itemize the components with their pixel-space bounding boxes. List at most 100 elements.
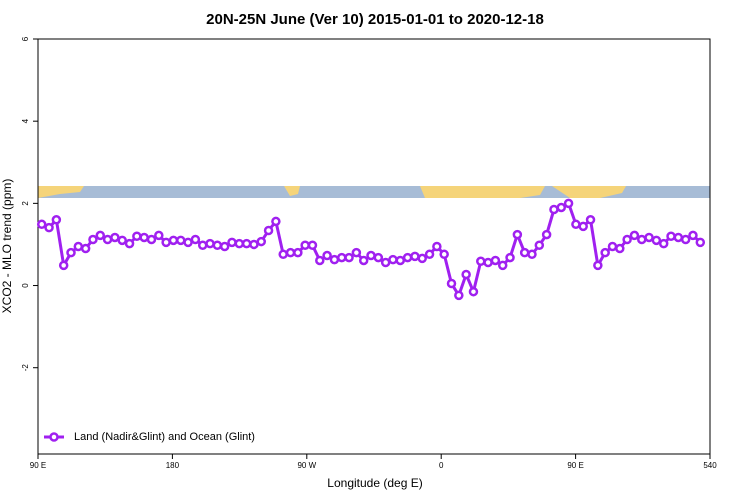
point xyxy=(402,252,413,263)
point xyxy=(154,230,164,241)
point xyxy=(461,269,471,280)
point xyxy=(395,255,406,266)
land xyxy=(284,186,300,196)
point xyxy=(578,221,588,232)
point xyxy=(658,238,669,249)
point xyxy=(512,229,523,240)
point xyxy=(410,251,420,262)
point xyxy=(680,234,691,245)
point xyxy=(197,240,208,251)
point xyxy=(585,215,596,225)
point xyxy=(66,247,76,258)
point xyxy=(300,240,310,251)
point xyxy=(483,257,493,268)
point xyxy=(51,215,62,225)
legend-marker xyxy=(49,432,59,442)
point xyxy=(183,237,193,248)
point xyxy=(227,237,237,248)
point xyxy=(497,260,508,271)
point xyxy=(285,247,296,258)
y-tick-label: 0 xyxy=(21,283,30,288)
point xyxy=(468,286,479,297)
point xyxy=(205,238,215,249)
point xyxy=(329,254,340,265)
point xyxy=(673,232,684,243)
point xyxy=(476,256,486,267)
point xyxy=(534,240,545,251)
point xyxy=(322,250,332,261)
point xyxy=(73,241,84,252)
point xyxy=(241,238,252,249)
point xyxy=(219,241,230,252)
point xyxy=(117,235,127,246)
x-tick-label: 180 xyxy=(166,461,180,470)
point xyxy=(417,253,427,264)
point xyxy=(637,234,647,245)
point xyxy=(58,260,69,271)
y-tick-label: -2 xyxy=(21,364,30,372)
point xyxy=(110,232,120,243)
point xyxy=(454,290,464,301)
point xyxy=(88,234,98,245)
point xyxy=(373,252,384,263)
point xyxy=(571,219,581,230)
point xyxy=(629,230,640,241)
point xyxy=(249,239,259,250)
point xyxy=(527,249,537,260)
point xyxy=(271,216,281,227)
point xyxy=(593,260,603,271)
point xyxy=(615,243,625,254)
point xyxy=(490,255,501,266)
point xyxy=(644,232,654,243)
point xyxy=(278,249,288,260)
plot-frame xyxy=(37,38,711,455)
y-axis-label: XCO2 - MLO trend (ppm) xyxy=(0,179,14,314)
point xyxy=(146,234,157,245)
point xyxy=(651,235,662,246)
land xyxy=(420,186,545,198)
point xyxy=(263,225,274,236)
point xyxy=(190,234,201,245)
point xyxy=(168,235,179,246)
point xyxy=(307,240,318,251)
point xyxy=(541,229,552,240)
point xyxy=(44,222,54,233)
point xyxy=(95,230,106,241)
point xyxy=(622,234,632,245)
point xyxy=(336,252,347,263)
x-tick-label: 540 xyxy=(703,461,717,470)
point xyxy=(293,247,303,258)
y-tick-label: 4 xyxy=(21,118,30,123)
legend-label: Land (Nadir&Glint) and Ocean (Glint) xyxy=(74,431,255,443)
point xyxy=(380,257,391,268)
point xyxy=(161,237,171,248)
point xyxy=(358,255,369,266)
point xyxy=(124,238,135,249)
point xyxy=(607,241,618,252)
point xyxy=(563,198,574,209)
point xyxy=(212,240,223,251)
point xyxy=(556,202,567,213)
point xyxy=(315,255,325,266)
point xyxy=(234,238,245,249)
point xyxy=(505,252,515,263)
point xyxy=(439,249,449,260)
chart-title: 20N-25N June (Ver 10) 2015-01-01 to 2020… xyxy=(206,11,544,28)
point xyxy=(366,250,376,261)
point xyxy=(351,247,362,258)
point xyxy=(139,232,149,243)
y-tick-label: 6 xyxy=(21,36,30,41)
point xyxy=(519,247,530,258)
point xyxy=(102,234,113,245)
land xyxy=(38,186,84,198)
land xyxy=(552,186,626,198)
point xyxy=(388,254,398,265)
point xyxy=(666,231,676,241)
point xyxy=(432,241,442,252)
point xyxy=(344,252,354,263)
point xyxy=(80,243,91,254)
point xyxy=(600,247,610,258)
x-tick-label: 90 E xyxy=(567,461,583,470)
point xyxy=(256,236,267,247)
